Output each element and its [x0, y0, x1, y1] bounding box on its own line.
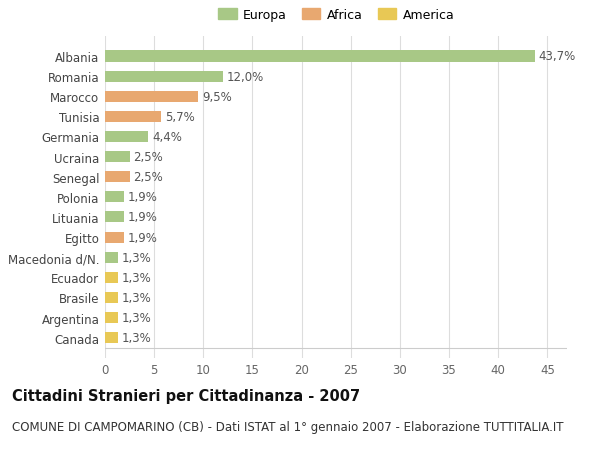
Bar — [105, 51, 535, 62]
Text: 43,7%: 43,7% — [538, 50, 576, 63]
Text: 1,9%: 1,9% — [128, 191, 157, 204]
Text: 2,5%: 2,5% — [134, 151, 163, 164]
Text: Cittadini Stranieri per Cittadinanza - 2007: Cittadini Stranieri per Cittadinanza - 2… — [12, 388, 360, 403]
Text: 1,3%: 1,3% — [122, 331, 151, 344]
Text: 1,3%: 1,3% — [122, 271, 151, 284]
Text: 1,9%: 1,9% — [128, 231, 157, 244]
Bar — [105, 91, 199, 102]
Text: 1,3%: 1,3% — [122, 291, 151, 304]
Bar — [105, 192, 124, 203]
Text: 1,3%: 1,3% — [122, 251, 151, 264]
Bar — [105, 292, 118, 303]
Text: COMUNE DI CAMPOMARINO (CB) - Dati ISTAT al 1° gennaio 2007 - Elaborazione TUTTIT: COMUNE DI CAMPOMARINO (CB) - Dati ISTAT … — [12, 420, 563, 433]
Text: 2,5%: 2,5% — [134, 171, 163, 184]
Bar — [105, 172, 130, 183]
Bar — [105, 272, 118, 283]
Text: 9,5%: 9,5% — [202, 90, 232, 103]
Bar — [105, 132, 148, 143]
Bar — [105, 72, 223, 83]
Bar — [105, 252, 118, 263]
Legend: Europa, Africa, America: Europa, Africa, America — [215, 6, 457, 24]
Bar — [105, 112, 161, 123]
Text: 1,3%: 1,3% — [122, 311, 151, 325]
Bar — [105, 232, 124, 243]
Bar — [105, 151, 130, 163]
Text: 4,4%: 4,4% — [152, 131, 182, 144]
Text: 12,0%: 12,0% — [227, 70, 264, 84]
Text: 5,7%: 5,7% — [165, 111, 195, 123]
Bar — [105, 312, 118, 323]
Bar — [105, 332, 118, 343]
Text: 1,9%: 1,9% — [128, 211, 157, 224]
Bar — [105, 212, 124, 223]
